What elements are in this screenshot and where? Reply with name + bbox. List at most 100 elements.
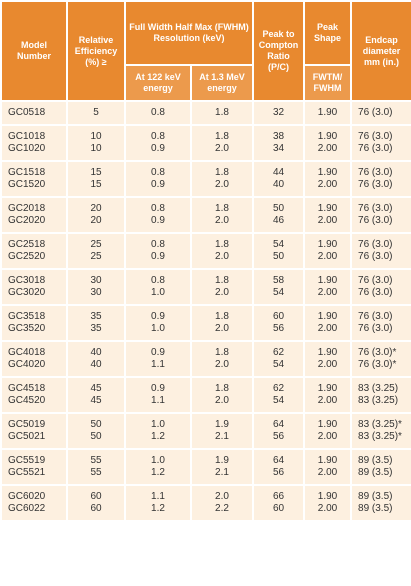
table-cell: 1.90 2.00 — [303, 484, 353, 522]
table-cell: 38 34 — [252, 124, 306, 162]
table-body: GC0518 5 0.8 1.8 32 1.90 76 (3.0) GC1018 GC1020 1… — [0, 100, 411, 522]
cell-text: GC5019 — [8, 419, 46, 430]
cell-text: 1.1 — [151, 491, 165, 502]
table-row: GC0518 5 0.8 1.8 32 1.90 76 (3.0) — [0, 100, 411, 126]
table-row: GC6020 GC6022 60 60 1.1 1.2 2.0 2.2 66 60 1.90 2.00… — [0, 484, 411, 522]
cell-text: GC3018 — [8, 275, 46, 286]
cell-text: 1.90 — [317, 383, 338, 394]
cell-text: 1.8 — [215, 167, 229, 178]
table-cell: 45 45 — [66, 376, 126, 414]
table-cell: 1.8 2.0 — [189, 268, 255, 306]
table-cell: 76 (3.0) 76 (3.0) — [350, 196, 411, 234]
cell-text: 2.00 — [317, 431, 338, 442]
table-row: GC4018 GC4020 40 40 0.9 1.1 1.8 2.0 62 54 1.90 2.00… — [0, 340, 411, 378]
cell-text: 2.00 — [317, 287, 338, 298]
table-cell: 0.9 1.1 — [124, 376, 192, 414]
cell-text: 1.8 — [215, 347, 229, 358]
cell-text: 1.90 — [317, 455, 338, 466]
table-cell: 50 46 — [252, 196, 306, 234]
cell-text: 2.0 — [215, 251, 229, 262]
cell-text: GC4518 — [8, 383, 46, 394]
cell-text: 76 (3.0)* — [358, 359, 397, 370]
cell-text: 0.9 — [151, 251, 165, 262]
cell-text: 62 — [272, 347, 285, 358]
table-cell: 76 (3.0) 76 (3.0) — [350, 124, 411, 162]
header-cell: FWTM/ FWHM — [303, 64, 353, 102]
table-cell: 44 40 — [252, 160, 306, 198]
table-cell: 76 (3.0) 76 (3.0) — [350, 304, 411, 342]
table-row: GC4518 GC4520 45 45 0.9 1.1 1.8 2.0 62 54 1.90 2.00… — [0, 376, 411, 414]
cell-text: 1.8 — [215, 275, 229, 286]
table-cell: 1.90 2.00 — [303, 340, 353, 378]
cell-text: 54 — [272, 395, 285, 406]
cell-text: 76 (3.0) — [358, 143, 393, 154]
cell-text: 62 — [272, 383, 285, 394]
cell-text: 76 (3.0) — [358, 203, 393, 214]
table-row: GC5519 GC5521 55 55 1.0 1.2 1.9 2.1 64 56 1.90 2.00… — [0, 448, 411, 486]
cell-text: 1.8 — [215, 239, 229, 250]
table-cell: 55 55 — [66, 448, 126, 486]
cell-text: 56 — [272, 431, 285, 442]
cell-text: 38 — [272, 131, 285, 142]
table-cell: 1.0 1.2 — [124, 412, 192, 450]
cell-text: 45 — [90, 383, 102, 394]
cell-text: 25 — [90, 239, 102, 250]
table-cell: 1.1 1.2 — [124, 484, 192, 522]
cell-text: 89 (3.5) — [358, 491, 393, 502]
table-cell: 76 (3.0) 76 (3.0) — [350, 160, 411, 198]
cell-text: 1.2 — [151, 503, 165, 514]
cell-text: 1.90 — [317, 311, 338, 322]
cell-text: 2.00 — [317, 467, 338, 478]
cell-text: 0.8 — [151, 203, 165, 214]
cell-text: 1.9 — [215, 419, 229, 430]
table-cell: 5 — [66, 100, 126, 126]
table-cell: 0.8 0.9 — [124, 160, 192, 198]
cell-text: 15 — [90, 179, 102, 190]
cell-text: 1.90 — [317, 107, 338, 118]
table-cell: GC4018 GC4020 — [0, 340, 68, 378]
cell-text: 60 — [272, 311, 285, 322]
cell-text: 1.8 — [215, 203, 229, 214]
cell-text: 83 (3.25) — [358, 383, 399, 394]
spec-table: Model Number Relative Efficiency (%) ≥ F… — [0, 0, 411, 522]
table-cell: 50 50 — [66, 412, 126, 450]
cell-text: 0.8 — [151, 275, 165, 286]
cell-text: GC6022 — [8, 503, 46, 514]
table-cell: 15 15 — [66, 160, 126, 198]
cell-text: 40 — [90, 359, 102, 370]
cell-text: 76 (3.0) — [358, 287, 393, 298]
table-cell: 1.0 1.2 — [124, 448, 192, 486]
cell-text: 55 — [90, 455, 102, 466]
cell-text: 1.2 — [151, 431, 165, 442]
header-cell: Full Width Half Max (FWHM) Resolution (k… — [123, 0, 255, 66]
table-cell: 62 54 — [252, 376, 306, 414]
cell-text: 50 — [272, 203, 285, 214]
cell-text: 2.00 — [317, 503, 338, 514]
cell-text: 76 (3.0) — [358, 239, 393, 250]
cell-text: 1.90 — [317, 239, 338, 250]
table-row: GC1518 GC1520 15 15 0.8 0.9 1.8 2.0 44 40 1.90 2.00… — [0, 160, 411, 198]
cell-text: 76 (3.0)* — [358, 347, 397, 358]
cell-text: GC3020 — [8, 287, 46, 298]
table-cell: GC4518 GC4520 — [0, 376, 68, 414]
table-cell: 1.8 2.0 — [189, 376, 255, 414]
cell-text: 44 — [272, 167, 285, 178]
table-cell: 1.9 2.1 — [189, 412, 255, 450]
table-cell: GC2518 GC2520 — [0, 232, 68, 270]
table-cell: 1.90 — [303, 100, 353, 126]
cell-text: 50 — [90, 431, 102, 442]
cell-text: 54 — [272, 287, 285, 298]
header-cell: Endcap diameter mm (in.) — [350, 0, 411, 102]
table-row: GC3518 GC3520 35 35 0.9 1.0 1.8 2.0 60 56 1.90 2.00… — [0, 304, 411, 342]
cell-text: 60 — [272, 503, 285, 514]
cell-text: 0.8 — [151, 167, 165, 178]
cell-text: 35 — [90, 311, 102, 322]
table-cell: GC3518 GC3520 — [0, 304, 68, 342]
cell-text: 2.1 — [215, 467, 229, 478]
cell-text: 2.0 — [215, 359, 229, 370]
table-cell: 0.8 0.9 — [124, 124, 192, 162]
table-cell: GC1018 GC1020 — [0, 124, 68, 162]
cell-text: 20 — [90, 215, 102, 226]
table-cell: 0.8 1.0 — [124, 268, 192, 306]
